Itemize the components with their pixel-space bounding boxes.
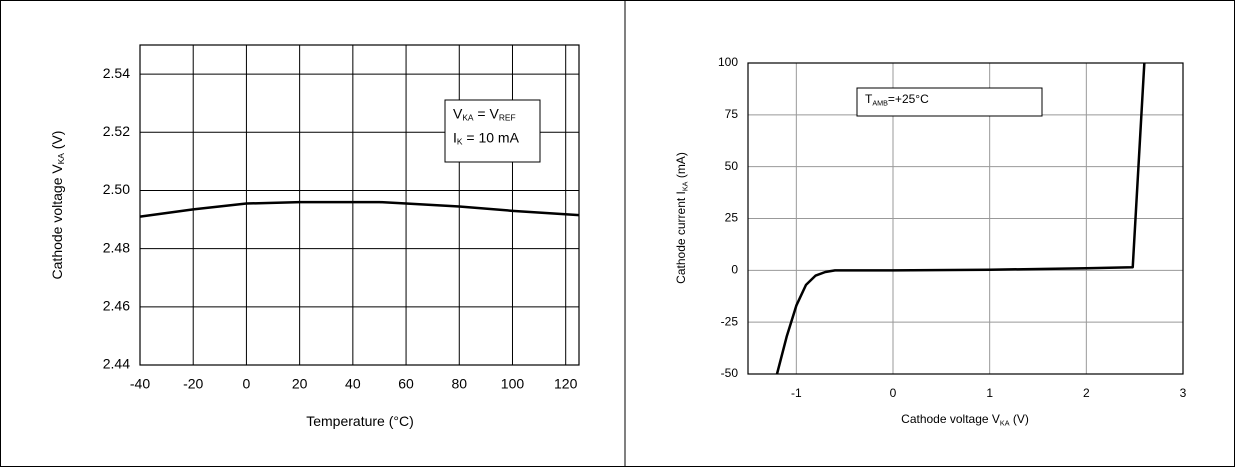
y-tick-label: 100 <box>718 55 738 69</box>
y-tick-label: 2.48 <box>103 239 130 255</box>
y-axis-label: Cathode voltage VKA (V) <box>49 131 67 280</box>
y-tick-label: 2.54 <box>103 65 130 81</box>
x-tick-label: 2 <box>1083 386 1090 400</box>
y-tick-label: -25 <box>721 314 739 328</box>
text-part: = V <box>474 105 500 121</box>
y-tick-label: 25 <box>725 211 739 225</box>
text-part: (V) <box>1010 412 1029 426</box>
x-axis-label: Cathode voltage VKA (V) <box>901 412 1029 427</box>
x-tick-label: 60 <box>398 376 414 392</box>
subscript: KA <box>56 153 66 165</box>
x-tick-label: 100 <box>501 376 525 392</box>
x-tick-label: 0 <box>243 376 251 392</box>
subscript: KA <box>681 181 690 191</box>
plot-border <box>139 44 580 366</box>
x-axis-label: Temperature (°C) <box>306 413 414 429</box>
annotation: VKA = VREF <box>453 105 516 123</box>
annotation: TAMB=+25°C <box>865 92 929 107</box>
text-part: =+25°C <box>888 92 929 106</box>
data-line <box>139 200 580 218</box>
subscript: AMB <box>872 99 888 108</box>
x-tick-label: 3 <box>1180 386 1187 400</box>
text-part: Cathode current I <box>674 191 688 284</box>
y-tick-label: 2.46 <box>103 298 130 314</box>
x-tick-label: 0 <box>890 386 897 400</box>
x-tick-label: -1 <box>791 386 802 400</box>
subscript: K <box>457 137 463 147</box>
text-part: Cathode voltage V <box>901 412 1000 426</box>
annotation-box <box>444 99 541 163</box>
annotation: IK = 10 mA <box>453 129 520 147</box>
y-axis-label: Cathode current IKA (mA) <box>674 152 689 284</box>
x-tick-label: -40 <box>130 376 150 392</box>
text-part: V <box>453 105 463 121</box>
annotation-box <box>856 87 1043 117</box>
data-line <box>775 62 1146 375</box>
x-tick-label: 1 <box>986 386 993 400</box>
text-part: (V) <box>49 131 65 154</box>
x-tick-label: -20 <box>183 376 203 392</box>
text-part: T <box>865 92 873 106</box>
text-part: = 10 mA <box>462 129 519 145</box>
x-tick-label: 80 <box>451 376 467 392</box>
subscript: KA <box>462 113 474 123</box>
subscript: REF <box>499 113 516 123</box>
text-part: (mA) <box>674 152 688 181</box>
y-tick-label: 0 <box>731 263 738 277</box>
y-tick-label: -50 <box>721 366 739 380</box>
text-part: Cathode voltage V <box>49 164 65 280</box>
y-tick-label: 75 <box>725 107 739 121</box>
subscript: KA <box>1000 419 1010 428</box>
x-tick-label: 40 <box>345 376 361 392</box>
text-part: Temperature (°C) <box>306 413 414 429</box>
plot-border <box>747 62 1184 375</box>
x-tick-label: 20 <box>292 376 308 392</box>
x-tick-label: 120 <box>554 376 578 392</box>
y-tick-label: 2.44 <box>103 356 130 372</box>
y-tick-label: 2.52 <box>103 123 130 139</box>
y-tick-label: 50 <box>725 159 739 173</box>
text-part: I <box>453 129 457 145</box>
y-tick-label: 2.50 <box>103 181 130 197</box>
